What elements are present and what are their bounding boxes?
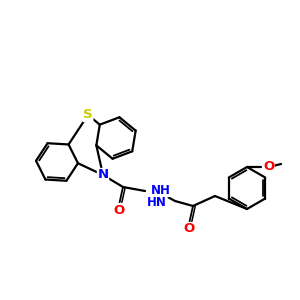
Text: S: S [83, 109, 93, 122]
Text: HN: HN [147, 196, 167, 209]
Text: O: O [263, 160, 274, 173]
Text: O: O [183, 223, 195, 236]
Text: N: N [98, 169, 109, 182]
Text: NH: NH [151, 184, 171, 196]
Text: O: O [113, 203, 124, 217]
